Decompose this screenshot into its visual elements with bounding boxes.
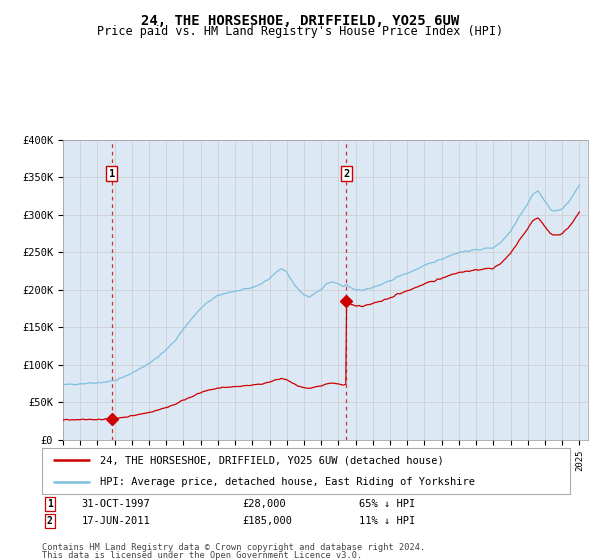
Text: HPI: Average price, detached house, East Riding of Yorkshire: HPI: Average price, detached house, East… xyxy=(100,477,475,487)
Text: 65% ↓ HPI: 65% ↓ HPI xyxy=(359,498,415,508)
Text: 2: 2 xyxy=(343,169,349,179)
Text: 1: 1 xyxy=(109,169,115,179)
Text: 24, THE HORSESHOE, DRIFFIELD, YO25 6UW (detached house): 24, THE HORSESHOE, DRIFFIELD, YO25 6UW (… xyxy=(100,455,444,465)
Text: 11% ↓ HPI: 11% ↓ HPI xyxy=(359,516,415,526)
Text: £185,000: £185,000 xyxy=(242,516,293,526)
Text: 1: 1 xyxy=(47,498,53,508)
Text: 2: 2 xyxy=(47,516,53,526)
Text: £28,000: £28,000 xyxy=(242,498,286,508)
Text: Contains HM Land Registry data © Crown copyright and database right 2024.: Contains HM Land Registry data © Crown c… xyxy=(42,543,425,552)
Text: Price paid vs. HM Land Registry's House Price Index (HPI): Price paid vs. HM Land Registry's House … xyxy=(97,25,503,38)
Text: 31-OCT-1997: 31-OCT-1997 xyxy=(82,498,151,508)
Text: This data is licensed under the Open Government Licence v3.0.: This data is licensed under the Open Gov… xyxy=(42,551,362,560)
Text: 24, THE HORSESHOE, DRIFFIELD, YO25 6UW: 24, THE HORSESHOE, DRIFFIELD, YO25 6UW xyxy=(141,14,459,28)
Text: 17-JUN-2011: 17-JUN-2011 xyxy=(82,516,151,526)
